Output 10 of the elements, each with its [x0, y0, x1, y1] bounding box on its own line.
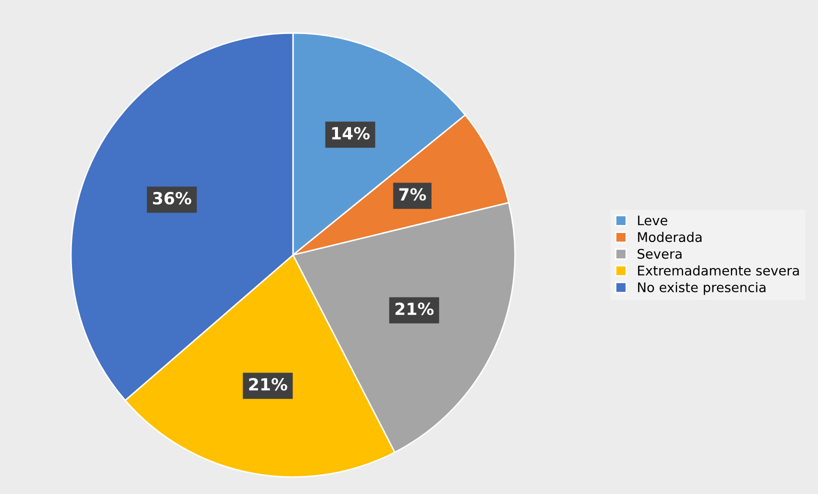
data-label: 21% — [249, 378, 288, 391]
legend-label: No existe presencia — [638, 282, 766, 295]
legend-label: Moderada — [638, 232, 702, 242]
legend-label: Extremadamente severa — [638, 265, 799, 276]
data-label: 7% — [399, 188, 426, 201]
data-label: 21% — [396, 302, 434, 316]
data-label: 36% — [153, 192, 192, 205]
legend-label: Leve — [638, 216, 668, 226]
data-label: 14% — [332, 126, 370, 140]
legend-label: Severa — [638, 248, 682, 259]
